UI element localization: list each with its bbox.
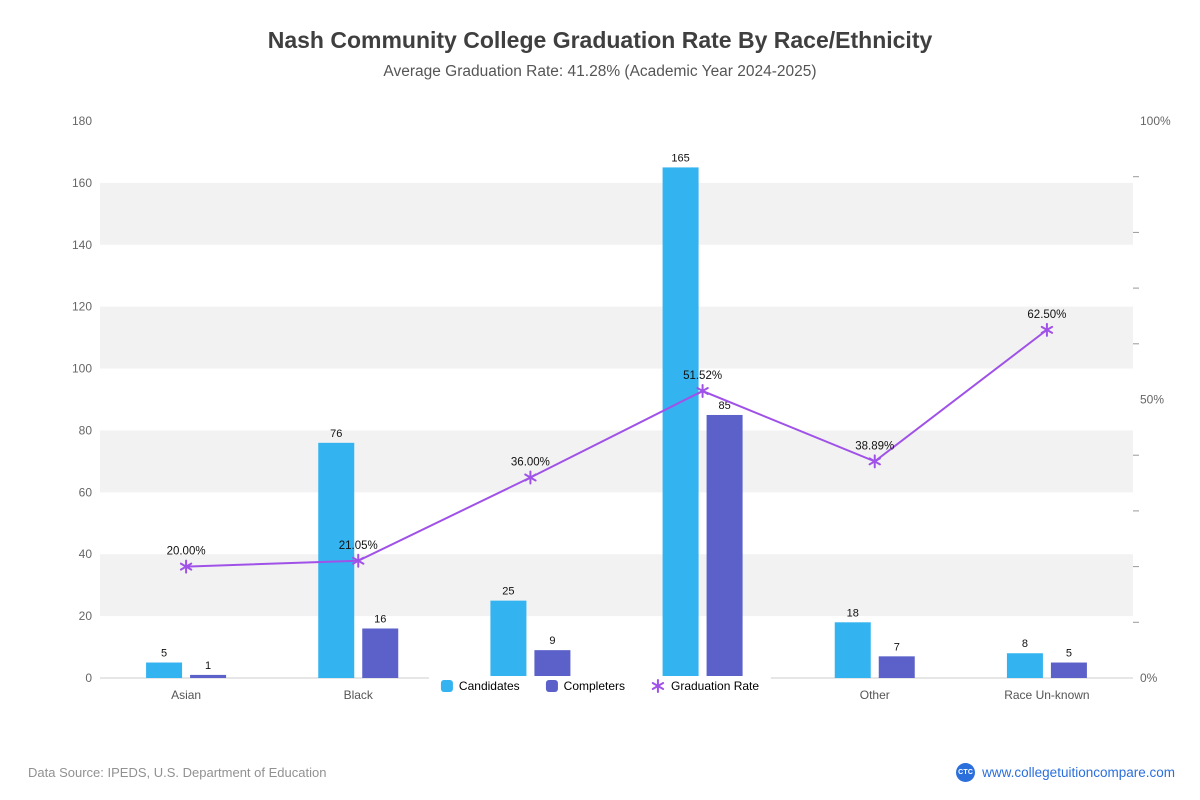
left-axis-label: 180	[72, 114, 92, 128]
data-source-text: Data Source: IPEDS, U.S. Department of E…	[28, 765, 327, 780]
left-axis-label: 0	[85, 671, 92, 685]
bar-completers[interactable]	[362, 628, 399, 678]
bar-candidates[interactable]	[662, 167, 699, 678]
right-axis-label: 100%	[1140, 114, 1171, 128]
grid-band	[100, 182, 1133, 245]
legend-label-graduation-rate: Graduation Rate	[671, 679, 760, 693]
ctc-logo-icon: CTC	[956, 763, 976, 782]
rate-line	[186, 329, 1048, 568]
legend-item-graduation-rate[interactable]: Graduation Rate	[651, 679, 759, 693]
left-axis-label: 80	[79, 423, 93, 437]
bar-value-label: 8	[1022, 638, 1028, 650]
right-axis-label: 0%	[1140, 671, 1158, 685]
completers-swatch-icon	[545, 680, 558, 692]
rate-marker[interactable]	[868, 457, 881, 466]
bar-value-label: 16	[374, 613, 386, 625]
bar-candidates[interactable]	[146, 662, 183, 678]
candidates-swatch-icon	[440, 680, 453, 692]
category-label: Race Un-known	[1004, 688, 1089, 702]
bar-completers[interactable]	[878, 656, 915, 678]
bar-value-label: 7	[894, 641, 900, 653]
category-label: Other	[860, 688, 890, 702]
bar-value-label: 5	[1066, 648, 1072, 660]
rate-value-label: 20.00%	[167, 546, 206, 558]
right-axis-label: 50%	[1140, 393, 1164, 407]
bar-value-label: 25	[502, 586, 514, 598]
bar-value-label: 9	[549, 635, 555, 647]
legend-item-completers[interactable]: Completers	[545, 679, 626, 693]
website-link[interactable]: CTC www.collegetuitioncompare.com	[956, 763, 1175, 782]
rate-marker[interactable]	[524, 473, 537, 482]
left-axis-label: 160	[72, 176, 92, 190]
chart-legend: Candidates Completers Graduation Rate	[428, 676, 772, 696]
left-axis-label: 140	[72, 238, 92, 252]
grid-band	[100, 306, 1133, 369]
bar-candidates[interactable]	[490, 600, 527, 678]
rate-marker[interactable]	[696, 387, 709, 396]
bar-candidates[interactable]	[834, 622, 871, 678]
left-axis-label: 100	[72, 362, 92, 376]
bar-completers[interactable]	[706, 414, 743, 678]
rate-value-label: 38.89%	[855, 440, 894, 452]
bar-value-label: 5	[161, 648, 167, 660]
bar-value-label: 76	[330, 428, 342, 440]
bar-value-label: 1	[205, 660, 211, 672]
chart-subtitle: Average Graduation Rate: 41.28% (Academi…	[383, 63, 817, 80]
category-label: Asian	[171, 688, 201, 702]
bar-candidates[interactable]	[1006, 653, 1043, 678]
website-url: www.collegetuitioncompare.com	[982, 765, 1175, 780]
rate-marker[interactable]	[179, 562, 193, 571]
left-axis-label: 120	[72, 300, 92, 314]
bar-value-label: 18	[847, 607, 859, 619]
rate-value-label: 36.00%	[511, 456, 550, 468]
legend-label-completers: Completers	[563, 679, 626, 693]
graduation-rate-marker-icon	[651, 679, 665, 693]
bar-completers[interactable]	[1050, 662, 1087, 678]
bar-value-label: 85	[718, 400, 730, 412]
left-axis-label: 20	[79, 609, 93, 623]
category-label: Black	[344, 688, 374, 702]
grid-band	[100, 430, 1133, 493]
legend-item-candidates[interactable]: Candidates	[440, 679, 520, 693]
rate-value-label: 21.05%	[339, 540, 378, 552]
bar-completers[interactable]	[534, 650, 571, 678]
bar-value-label: 165	[671, 152, 689, 164]
chart-title: Nash Community College Graduation Rate B…	[267, 27, 933, 53]
left-axis-label: 60	[79, 485, 93, 499]
bar-completers[interactable]	[190, 674, 227, 678]
rate-value-label: 51.52%	[683, 370, 722, 382]
rate-marker[interactable]	[352, 556, 365, 565]
left-axis-label: 40	[79, 547, 93, 561]
rate-value-label: 62.50%	[1027, 309, 1066, 321]
rate-marker[interactable]	[1040, 325, 1054, 334]
legend-label-candidates: Candidates	[458, 679, 520, 693]
